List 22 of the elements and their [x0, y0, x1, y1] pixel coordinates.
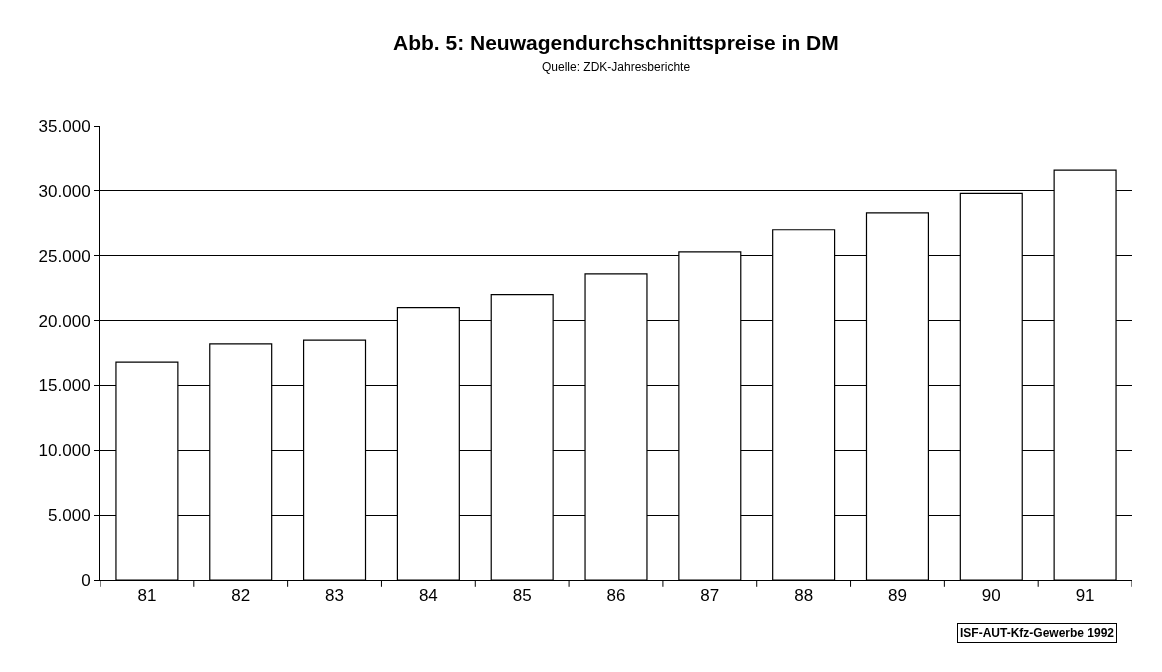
y-tick-label: 0: [81, 570, 91, 590]
text: ISF-AUT-Kfz-Gewerbe 1992: [960, 626, 1115, 640]
chart-title: Abb. 5: Neuwagendurchschnittspreise in DM: [393, 31, 839, 54]
y-tick-label: 20.000: [38, 311, 91, 331]
x-tick-label: 82: [231, 586, 251, 606]
chart-subtitle: Quelle: ZDK-Jahresberichte: [542, 60, 691, 74]
x-tick-label: 84: [418, 586, 438, 606]
x-tick-label: 87: [700, 586, 720, 606]
x-tick-label: 85: [512, 586, 532, 606]
x-tick-label: 89: [887, 586, 907, 606]
y-tick-label: 5.000: [48, 506, 91, 526]
x-tick-label: 83: [325, 586, 345, 606]
y-tick-label: 25.000: [38, 246, 91, 266]
y-tick-label: 10.000: [38, 441, 91, 461]
x-tick-label: 90: [981, 586, 1001, 606]
y-tick-label: 15.000: [38, 376, 91, 396]
y-tick-label: 30.000: [38, 181, 91, 201]
x-tick-label: 86: [606, 586, 626, 606]
x-tick-label: 91: [1075, 586, 1095, 606]
x-tick-label: 81: [137, 586, 157, 606]
y-tick-label: 35.000: [38, 116, 91, 136]
x-tick-label: 88: [794, 586, 814, 606]
